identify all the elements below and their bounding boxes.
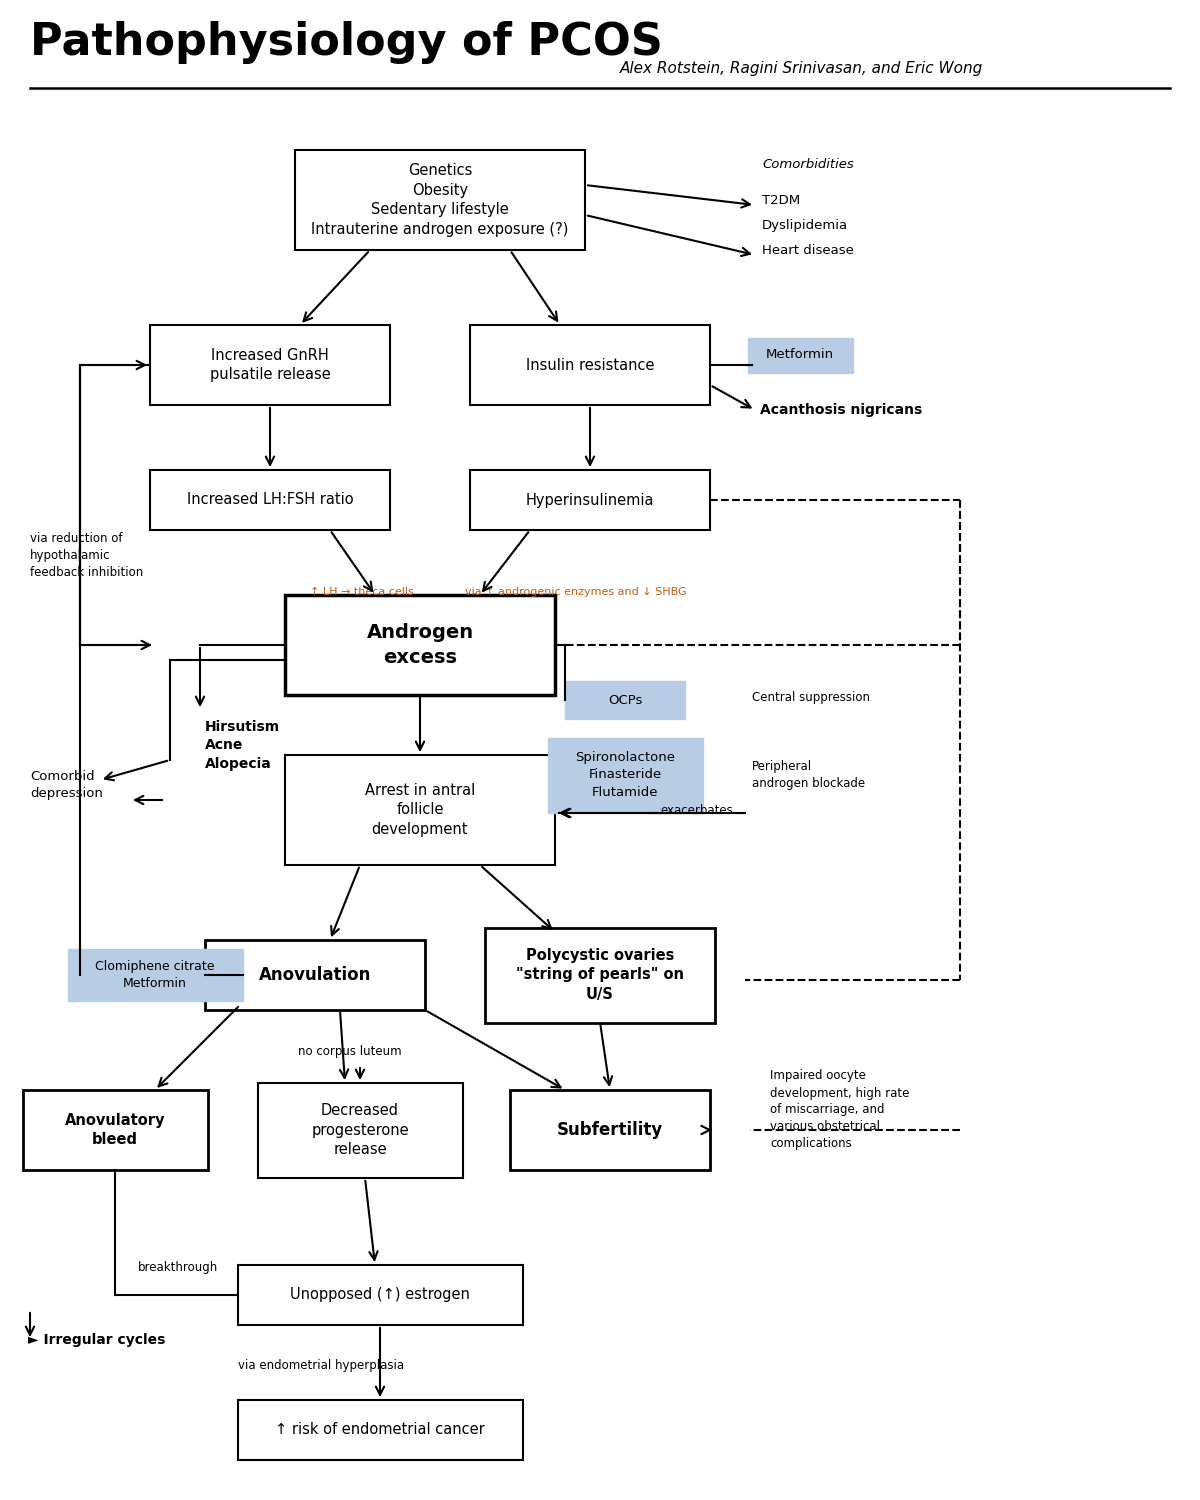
Text: Anovulation: Anovulation (259, 966, 371, 984)
Bar (485, 927, 715, 1023)
Text: Subfertility: Subfertility (557, 1120, 664, 1138)
Text: Heart disease: Heart disease (762, 243, 854, 256)
Text: Peripheral
androgen blockade: Peripheral androgen blockade (752, 760, 865, 790)
Text: OCPs: OCPs (608, 693, 642, 706)
Text: Hirsutism
Acne
Alopecia: Hirsutism Acne Alopecia (205, 720, 280, 771)
Text: ↑ LH → theca cells: ↑ LH → theca cells (310, 586, 414, 597)
Text: T2DM: T2DM (762, 194, 800, 207)
Text: Unopposed (↑) estrogen: Unopposed (↑) estrogen (290, 1287, 470, 1302)
Bar (67, 950, 242, 1000)
Bar (238, 1400, 522, 1460)
Text: ► Irregular cycles: ► Irregular cycles (28, 1334, 166, 1347)
Text: Comorbidities: Comorbidities (762, 159, 853, 171)
Bar (547, 738, 702, 813)
Text: ↑ risk of endometrial cancer: ↑ risk of endometrial cancer (275, 1422, 485, 1437)
Bar (150, 326, 390, 405)
Text: Arrest in antral
follicle
development: Arrest in antral follicle development (365, 783, 475, 837)
Text: Alex Rotstein, Ragini Srinivasan, and Eric Wong: Alex Rotstein, Ragini Srinivasan, and Er… (620, 60, 983, 75)
Bar (565, 681, 685, 718)
Text: Comorbid
depression: Comorbid depression (30, 770, 103, 800)
Text: Androgen
excess: Androgen excess (366, 622, 474, 668)
Text: via reduction of
hypothalamic
feedback inhibition: via reduction of hypothalamic feedback i… (30, 531, 143, 579)
Text: no corpus luteum: no corpus luteum (298, 1046, 402, 1059)
Bar (150, 470, 390, 530)
Bar (470, 326, 710, 405)
Text: breakthrough: breakthrough (138, 1262, 218, 1275)
Bar (470, 470, 710, 530)
Bar (286, 754, 554, 865)
Text: Pathophysiology of PCOS: Pathophysiology of PCOS (30, 21, 662, 63)
Bar (510, 1090, 710, 1170)
Text: Polycystic ovaries
"string of pearls" on
U/S: Polycystic ovaries "string of pearls" on… (516, 948, 684, 1002)
Text: Decreased
progesterone
release: Decreased progesterone release (311, 1102, 409, 1158)
Text: via ↑ androgenic enzymes and ↓ SHBG: via ↑ androgenic enzymes and ↓ SHBG (466, 586, 686, 597)
Bar (23, 1090, 208, 1170)
Text: Acanthosis nigricans: Acanthosis nigricans (760, 404, 923, 417)
Text: via endometrial hyperplasia: via endometrial hyperplasia (238, 1359, 404, 1371)
Text: Anovulatory
bleed: Anovulatory bleed (65, 1113, 166, 1148)
Text: Spironolactone
Finasteride
Flutamide: Spironolactone Finasteride Flutamide (575, 752, 674, 798)
Bar (238, 1264, 522, 1324)
Text: Metformin: Metformin (766, 348, 834, 361)
Bar (258, 1083, 462, 1178)
Bar (295, 150, 586, 250)
Bar (748, 338, 852, 372)
Text: Impaired oocyte
development, high rate
of miscarriage, and
various obstetrical
c: Impaired oocyte development, high rate o… (770, 1070, 910, 1150)
Text: Increased GnRH
pulsatile release: Increased GnRH pulsatile release (210, 348, 330, 382)
Text: Genetics
Obesity
Sedentary lifestyle
Intrauterine androgen exposure (?): Genetics Obesity Sedentary lifestyle Int… (311, 164, 569, 237)
Text: Clomiphene citrate
Metformin: Clomiphene citrate Metformin (95, 960, 215, 990)
Text: Insulin resistance: Insulin resistance (526, 357, 654, 372)
Text: exacerbates: exacerbates (660, 804, 733, 816)
Text: Dyslipidemia: Dyslipidemia (762, 219, 848, 231)
Bar (205, 940, 425, 1010)
Text: Hyperinsulinemia: Hyperinsulinemia (526, 492, 654, 507)
Bar (286, 596, 554, 694)
Text: Central suppression: Central suppression (752, 692, 870, 705)
Text: Increased LH:FSH ratio: Increased LH:FSH ratio (187, 492, 353, 507)
